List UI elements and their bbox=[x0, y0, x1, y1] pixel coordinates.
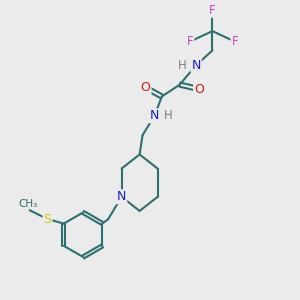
Text: CH₃: CH₃ bbox=[19, 199, 38, 208]
Text: N: N bbox=[117, 190, 126, 203]
Text: O: O bbox=[141, 81, 151, 94]
Text: F: F bbox=[209, 4, 216, 17]
Text: S: S bbox=[44, 213, 52, 226]
Text: F: F bbox=[187, 35, 194, 48]
Text: H: H bbox=[178, 59, 187, 72]
Text: H: H bbox=[164, 109, 172, 122]
Text: N: N bbox=[150, 109, 159, 122]
Text: F: F bbox=[231, 35, 238, 48]
Text: N: N bbox=[191, 59, 201, 72]
Text: O: O bbox=[194, 82, 204, 96]
